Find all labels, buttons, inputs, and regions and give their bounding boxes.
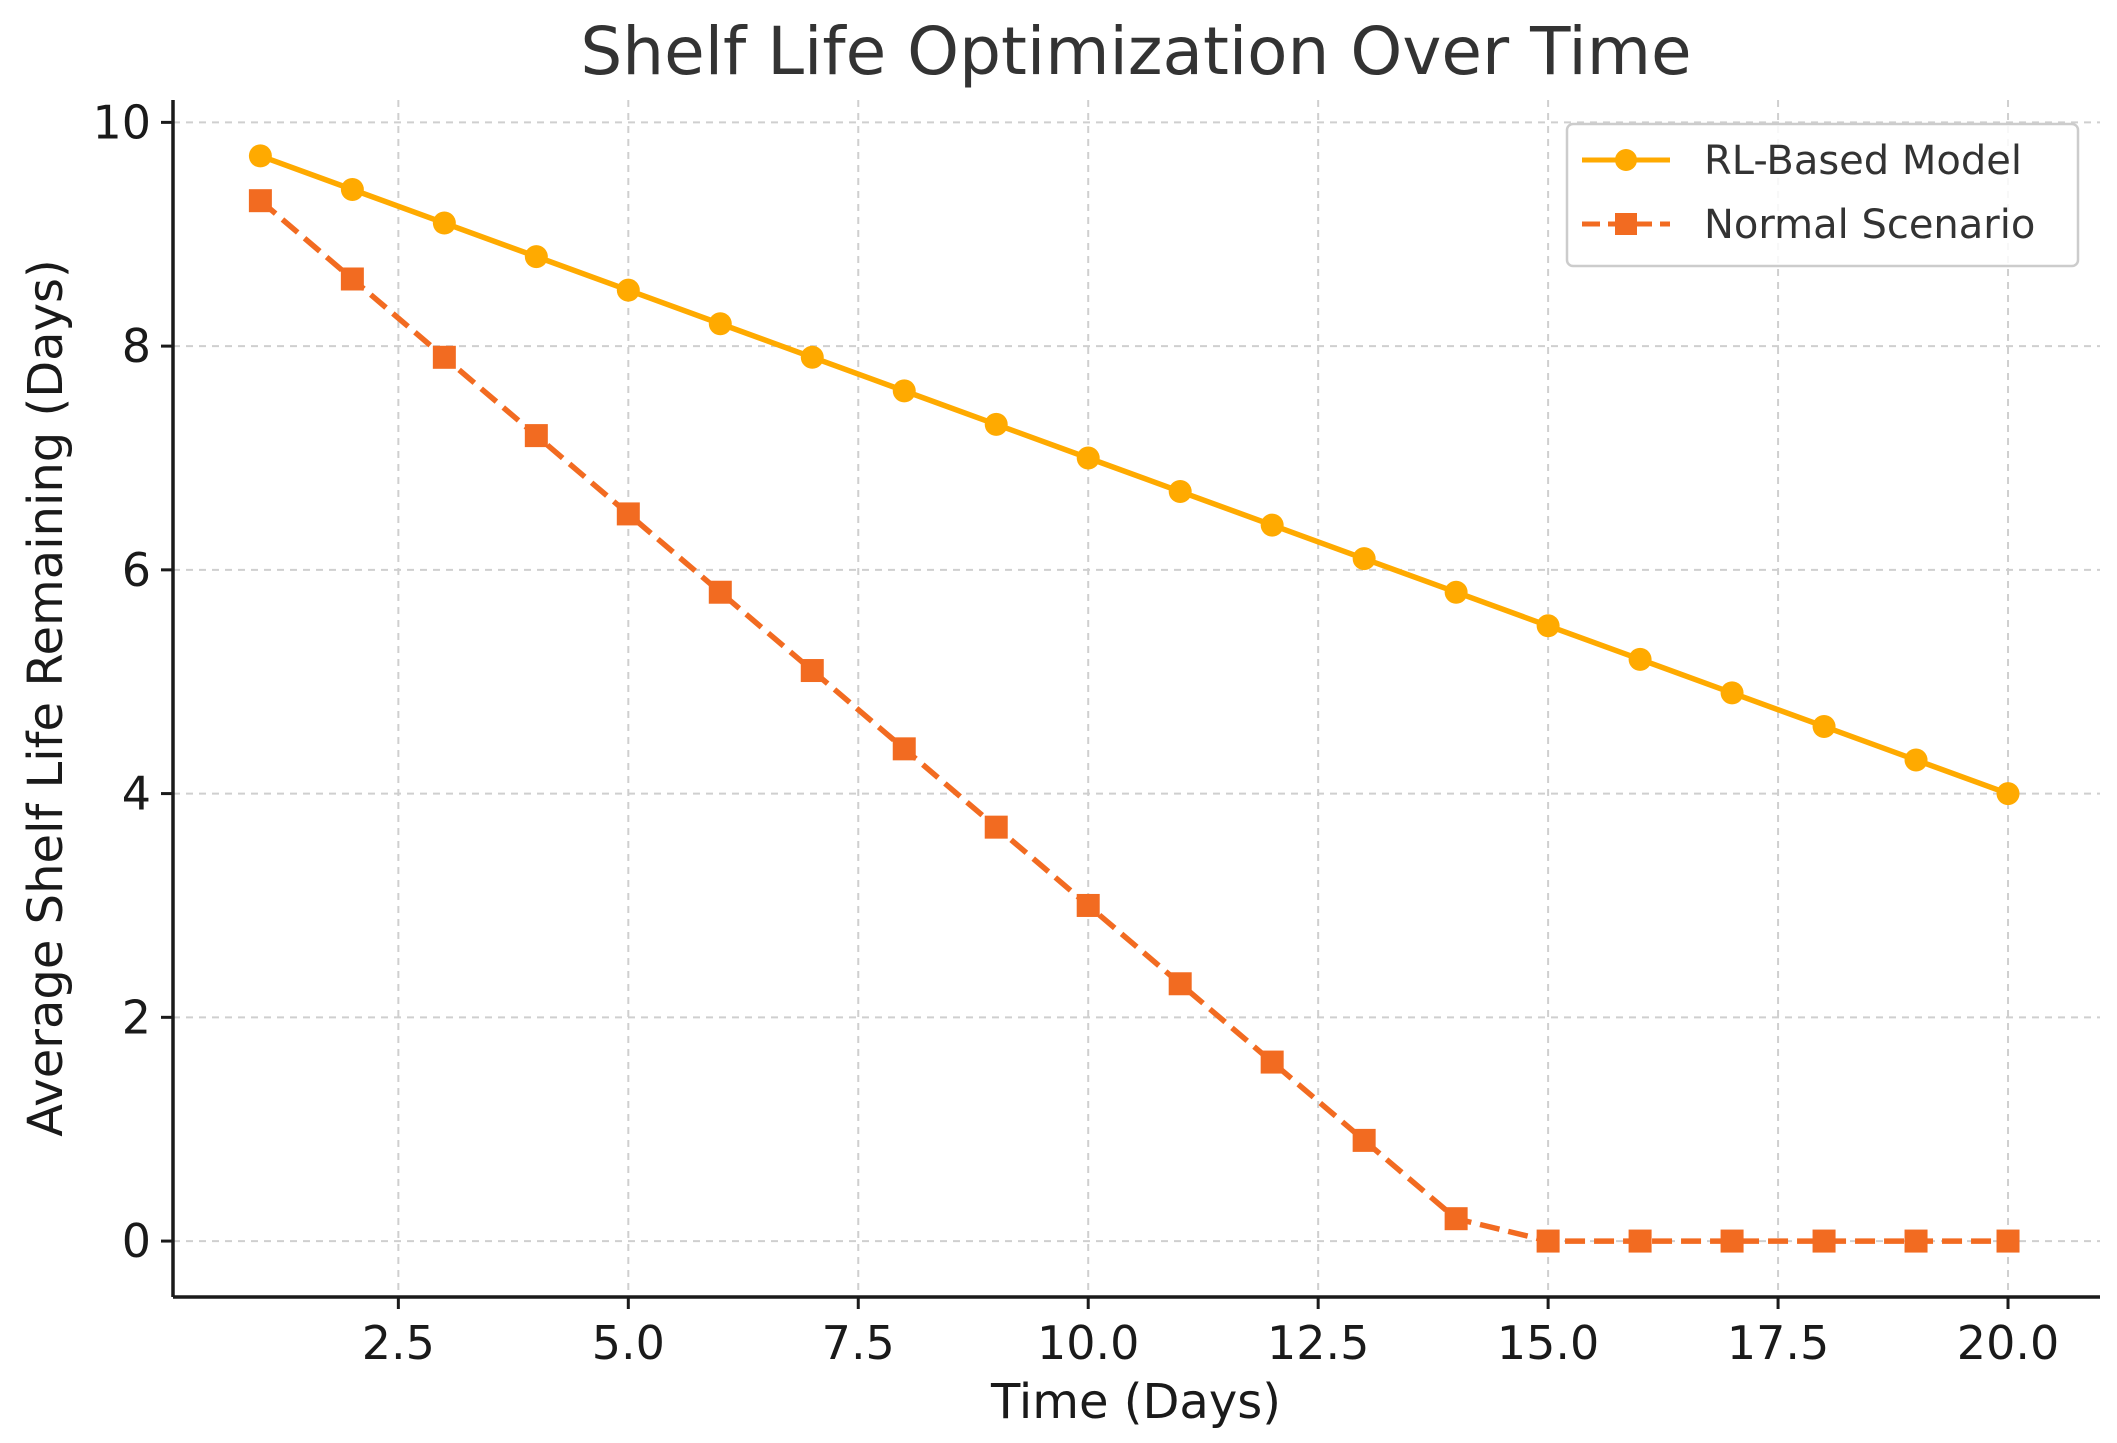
data-point-rl-based-model [1260,513,1284,537]
data-point-normal-scenario [1076,893,1100,917]
data-point-rl-based-model [1444,580,1468,604]
data-point-rl-based-model [1352,547,1376,571]
chart-title: Shelf Life Optimization Over Time [580,13,1691,90]
data-point-normal-scenario [1444,1207,1468,1231]
data-point-normal-scenario [432,345,456,369]
legend-label-rl-based-model: RL-Based Model [1704,138,2022,184]
y-tick-label: 0 [122,1214,151,1268]
grid [173,100,2100,1297]
x-tick-label: 5.0 [592,1316,665,1370]
data-point-normal-scenario [340,267,364,291]
data-point-rl-based-model [1168,480,1192,504]
data-point-rl-based-model [248,144,272,168]
data-point-normal-scenario [1628,1229,1652,1253]
data-point-normal-scenario [1996,1229,2020,1253]
legend-marker-rl-based-model [1615,149,1637,171]
data-point-rl-based-model [524,245,548,269]
data-point-rl-based-model [892,379,916,403]
legend-label-normal-scenario: Normal Scenario [1704,202,2035,248]
data-point-rl-based-model [1812,714,1836,738]
y-tick-label: 2 [122,990,151,1044]
data-point-rl-based-model [1628,647,1652,671]
data-point-rl-based-model [1536,614,1560,638]
data-point-normal-scenario [1904,1229,1928,1253]
data-point-normal-scenario [800,659,824,683]
data-point-rl-based-model [984,412,1008,436]
y-tick-label: 8 [122,319,151,373]
y-tick-label: 10 [92,95,151,149]
x-tick-label: 7.5 [822,1316,895,1370]
x-tick-label: 17.5 [1727,1316,1829,1370]
x-tick-label: 20.0 [1957,1316,2059,1370]
data-point-normal-scenario [524,424,548,448]
data-point-normal-scenario [1812,1229,1836,1253]
legend-box [1565,122,2080,268]
y-tick-label: 6 [122,543,151,597]
axes [171,100,2100,1299]
y-axis-title: Average Shelf Life Remaining (Days) [18,259,74,1136]
data-point-normal-scenario [984,815,1008,839]
data-point-rl-based-model [1076,446,1100,470]
series-line-rl-based-model [259,153,2009,797]
x-axis-title: Time (Days) [990,1374,1281,1430]
data-point-normal-scenario [1536,1229,1560,1253]
series [248,144,2020,1253]
data-point-normal-scenario [248,189,272,213]
series-line-normal-scenario [258,198,2009,1244]
x-tick-label: 2.5 [362,1316,435,1370]
data-point-normal-scenario [1168,972,1192,996]
x-tick-label: 10.0 [1037,1316,1139,1370]
legend: RL-Based Model Normal Scenario [1565,122,2080,268]
x-tick-label: 15.0 [1497,1316,1599,1370]
data-point-rl-based-model [340,177,364,201]
data-point-rl-based-model [616,278,640,302]
data-point-normal-scenario [1352,1128,1376,1152]
data-point-rl-based-model [1996,782,2020,806]
data-point-rl-based-model [1904,748,1928,772]
data-point-rl-based-model [708,312,732,336]
data-point-rl-based-model [800,345,824,369]
legend-marker-normal-scenario [1615,213,1637,235]
y-tick-label: 4 [122,767,151,821]
data-point-rl-based-model [1720,681,1744,705]
data-point-normal-scenario [1720,1229,1744,1253]
data-point-rl-based-model [432,211,456,235]
data-point-normal-scenario [892,737,916,761]
x-tick-label: 12.5 [1267,1316,1369,1370]
data-point-normal-scenario [708,580,732,604]
data-point-normal-scenario [616,502,640,526]
data-point-normal-scenario [1260,1050,1284,1074]
ticks: 2.5 5.0 7.5 10.0 12.5 15.0 17.5 20.0 0 2 4 6 8 10 [92,95,2059,1370]
